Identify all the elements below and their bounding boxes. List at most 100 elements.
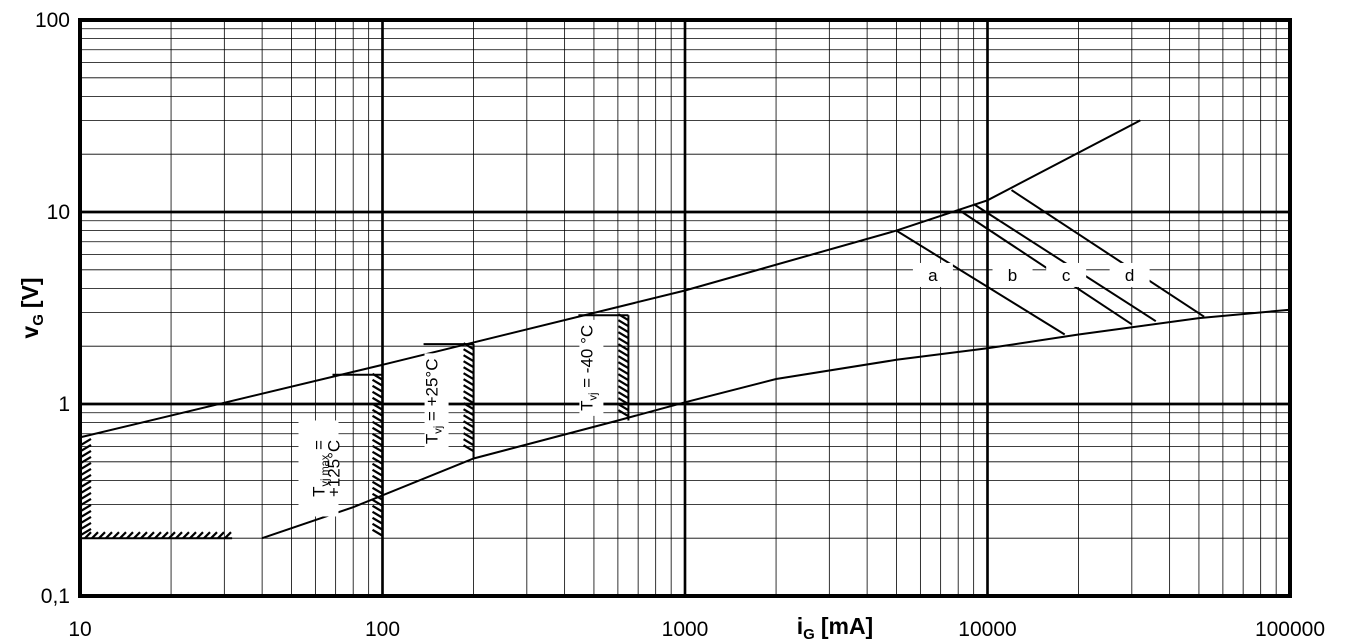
hatch-stroke [371, 396, 384, 405]
hatch-stroke [80, 437, 92, 446]
hatch-stroke [168, 531, 176, 539]
hatch-stroke [91, 531, 99, 539]
hatch-stroke [80, 527, 92, 536]
hatch-stroke [462, 378, 475, 387]
region-label: Tvj max = [310, 440, 332, 497]
hatch-stroke [617, 361, 629, 370]
x-axis-label-sub: G [803, 626, 815, 643]
hatch-stroke [203, 531, 211, 539]
region-label-sub: vj [433, 426, 445, 434]
hatch-stroke [371, 516, 384, 525]
hatch-stroke [371, 408, 384, 417]
hatch-stroke [175, 531, 183, 539]
hatch-stroke [371, 528, 384, 537]
y-tick-label: 0,1 [41, 585, 70, 608]
hatch-stroke [224, 531, 232, 539]
hatch-stroke [462, 432, 475, 441]
hatch-stroke [371, 462, 384, 471]
region-label-sub: vj [587, 393, 599, 401]
hatch-stroke [462, 390, 475, 399]
series-line [957, 208, 1133, 326]
curve-label: d [1125, 266, 1134, 285]
curve-label-bg [992, 262, 1033, 287]
curve-label: b [1008, 266, 1017, 285]
region-label-rest: = [310, 440, 329, 455]
hatch-stroke [371, 492, 384, 501]
hatch-stroke [371, 480, 384, 489]
hatch-stroke [371, 402, 384, 411]
hatch-stroke [617, 343, 629, 352]
hatch-stroke [617, 319, 629, 328]
hatch-stroke [84, 531, 92, 539]
hatch-stroke [147, 531, 155, 539]
region-label-rest: = +25°C [423, 359, 442, 426]
hatch-stroke [617, 325, 629, 334]
hatch-stroke [617, 313, 629, 322]
hatch-stroke [462, 360, 475, 369]
hatch-stroke [462, 402, 475, 411]
hatch-stroke [617, 373, 629, 382]
series-line [79, 119, 1141, 439]
y-axis-label-unit: [V] [17, 277, 43, 308]
hatch-stroke [210, 531, 218, 539]
hatch-stroke [80, 521, 92, 530]
curve-label-bg [912, 262, 953, 287]
region-layer [80, 313, 630, 540]
y-axis-label: vG [V] [17, 277, 47, 338]
y-axis-label-main: v [17, 326, 43, 339]
series-line [1010, 189, 1205, 318]
hatch-stroke [462, 342, 475, 351]
hatch-stroke [140, 531, 148, 539]
y-axis-label-sub: G [30, 314, 47, 326]
hatch-stroke [462, 438, 475, 447]
curve-label-bg [1109, 262, 1150, 287]
region-label-main: T [423, 434, 442, 444]
hatch-stroke [371, 432, 384, 441]
hatch-stroke [80, 479, 92, 488]
hatch-stroke [80, 467, 92, 476]
x-axis-label-main: i [797, 613, 803, 639]
hatch-stroke [182, 531, 190, 539]
y-tick-label: 10 [47, 201, 70, 224]
hatch-stroke [80, 473, 92, 482]
hatch-stroke [371, 414, 384, 423]
hatch-stroke [371, 420, 384, 429]
hatch-stroke [80, 449, 92, 458]
x-axis-label: iG [mA] [797, 613, 873, 643]
hatch-stroke [617, 367, 629, 376]
region-label: Tvj = +25°C [423, 359, 445, 445]
region-label-sub: vj max [320, 454, 332, 486]
series-line [895, 229, 1066, 336]
series-line [261, 308, 1291, 540]
series-layer [79, 119, 1291, 540]
hatch-stroke [617, 349, 629, 358]
hatch-stroke [371, 426, 384, 435]
hatch-stroke [371, 438, 384, 447]
hatch-stroke [371, 444, 384, 453]
hatch-stroke [371, 372, 384, 381]
hatch-stroke [371, 468, 384, 477]
region-label: Tvj = -40 °C [577, 325, 599, 411]
hatch-stroke [119, 531, 127, 539]
curve-label: c [1062, 266, 1071, 285]
hatch-stroke [189, 531, 197, 539]
hatch-stroke [371, 390, 384, 399]
hatch-stroke [371, 474, 384, 483]
y-tick-label: 1 [58, 393, 70, 416]
region-label-bg [579, 319, 604, 416]
hatch-stroke [617, 385, 629, 394]
hatch-stroke [462, 366, 475, 375]
x-tick-label: 1000 [662, 618, 709, 641]
hatch-stroke [462, 372, 475, 381]
hatch-stroke [371, 450, 384, 459]
hatch-stroke [80, 497, 92, 506]
x-tick-label: 10 [68, 618, 91, 641]
hatch-stroke [80, 461, 92, 470]
hatch-stroke [617, 379, 629, 388]
hatch-stroke [105, 531, 113, 539]
hatch-stroke [371, 486, 384, 495]
hatch-stroke [462, 414, 475, 423]
region-label-bg [298, 420, 339, 517]
hatch-stroke [196, 531, 204, 539]
